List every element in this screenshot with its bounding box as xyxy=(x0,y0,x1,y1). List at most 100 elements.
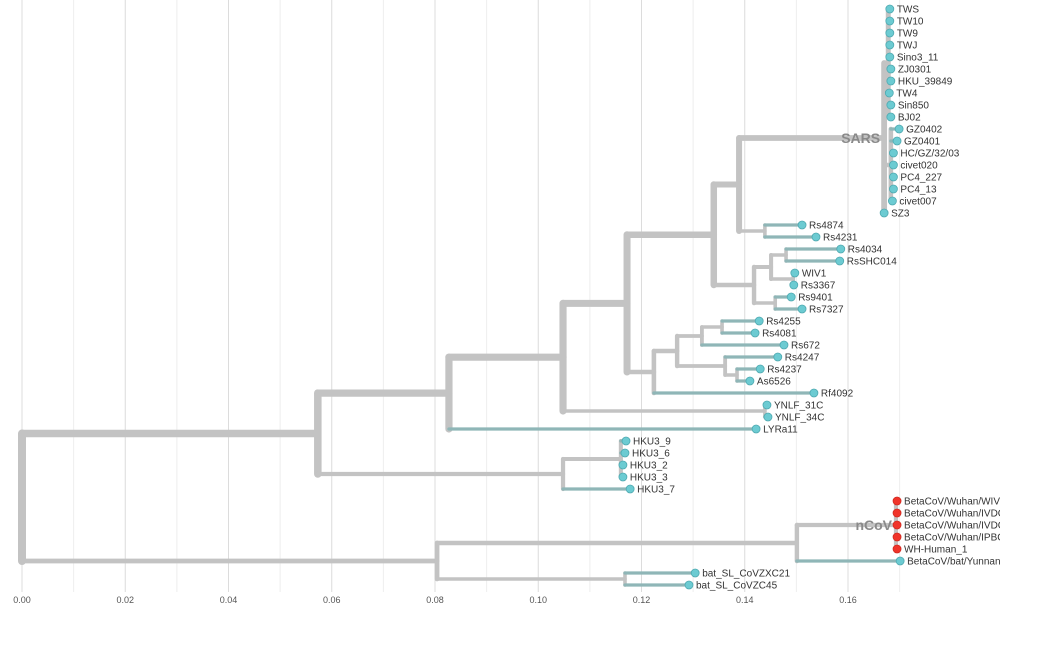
tip-node[interactable] xyxy=(885,4,895,14)
tip-node[interactable] xyxy=(811,232,821,242)
tip-node[interactable] xyxy=(886,112,896,122)
tip-label[interactable]: RsSHC014 xyxy=(847,257,897,268)
tip-node[interactable] xyxy=(618,460,628,470)
tip-label[interactable]: bat_SL_CoVZC45 xyxy=(696,581,778,592)
tip-label[interactable]: Rs4231 xyxy=(823,233,858,244)
tip-label[interactable]: TW10 xyxy=(897,17,924,28)
tip-label[interactable]: Rs4237 xyxy=(767,365,802,376)
tip-node[interactable] xyxy=(886,64,896,74)
tip-node[interactable] xyxy=(763,412,773,422)
tip-node[interactable] xyxy=(889,184,898,194)
tip-label[interactable]: HKU3_9 xyxy=(633,437,671,448)
tip-node[interactable] xyxy=(892,136,902,146)
tip-node[interactable] xyxy=(889,172,898,182)
tip-node[interactable] xyxy=(762,400,772,410)
tip-node[interactable] xyxy=(886,76,896,86)
tip-node[interactable] xyxy=(892,544,902,554)
tip-label[interactable]: Rs4081 xyxy=(762,329,797,340)
tip-label[interactable]: PC4_13 xyxy=(900,185,937,196)
tip-label[interactable]: HKU3_6 xyxy=(632,449,670,460)
tip-node[interactable] xyxy=(879,208,889,218)
tip-node[interactable] xyxy=(618,472,628,482)
tip-node[interactable] xyxy=(773,352,783,362)
tip-node[interactable] xyxy=(750,328,760,338)
tip-label[interactable]: LYRa11 xyxy=(763,425,798,436)
tip-label[interactable]: YNLF_34C xyxy=(775,413,824,424)
tip-node[interactable] xyxy=(835,256,845,266)
tip-label[interactable]: TW4 xyxy=(896,89,918,100)
tip-label[interactable]: Rs4255 xyxy=(766,317,801,328)
tip-label[interactable]: YNLF_31C xyxy=(774,401,823,412)
tip-node[interactable] xyxy=(889,160,898,170)
tip-node[interactable] xyxy=(892,520,902,530)
tip-node[interactable] xyxy=(690,568,700,578)
tip-label[interactable]: ZJ0301 xyxy=(898,65,932,76)
tip-node[interactable] xyxy=(885,40,895,50)
tip-label[interactable]: bat_SL_CoVZXC21 xyxy=(702,569,790,580)
tip-label[interactable]: Rf4092 xyxy=(821,389,854,400)
tip-label[interactable]: HKU3_3 xyxy=(630,473,668,484)
tip-node[interactable] xyxy=(755,364,765,374)
tip-node[interactable] xyxy=(887,196,897,206)
tip-node[interactable] xyxy=(885,16,895,26)
tip-node[interactable] xyxy=(779,340,789,350)
tip-node[interactable] xyxy=(625,484,635,494)
tip-node[interactable] xyxy=(754,316,764,326)
tip-label[interactable]: BJ02 xyxy=(898,113,921,124)
tip-label[interactable]: Sino3_11 xyxy=(897,53,939,64)
tip-label[interactable]: Rs4874 xyxy=(809,221,844,232)
tip-node[interactable] xyxy=(889,148,898,158)
tip-node[interactable] xyxy=(895,556,905,566)
tip-label[interactable]: WIV1 xyxy=(802,269,827,280)
tip-node[interactable] xyxy=(797,220,807,230)
tip-node[interactable] xyxy=(745,376,755,386)
tip-label[interactable]: BetaCoV/Wuhan/IVDC-HB-01 xyxy=(904,509,1037,520)
tip-label[interactable]: TW9 xyxy=(897,29,919,40)
tip-label[interactable]: Rs672 xyxy=(791,341,820,352)
tip-node[interactable] xyxy=(809,388,819,398)
tip-label[interactable]: BetaCoV/Wuhan/IVDC-HB-04 xyxy=(904,521,1037,532)
tip-label[interactable]: Sin850 xyxy=(898,101,930,112)
tip-node[interactable] xyxy=(892,532,902,542)
tip-node[interactable] xyxy=(836,244,846,254)
tip-node[interactable] xyxy=(884,88,894,98)
tip-label[interactable]: HC/GZ/32/03 xyxy=(900,149,959,160)
tip-node[interactable] xyxy=(797,304,807,314)
tip-label[interactable]: WH-Human_1 xyxy=(904,545,968,556)
tip-label[interactable]: As6526 xyxy=(757,377,791,388)
tip-node[interactable] xyxy=(621,436,631,446)
tip-label[interactable]: Rs4034 xyxy=(848,245,883,256)
tip-label[interactable]: Rs3367 xyxy=(801,281,836,292)
tip-node[interactable] xyxy=(790,268,800,278)
tip-node[interactable] xyxy=(751,424,761,434)
tip-label[interactable]: GZ0402 xyxy=(906,125,943,136)
tip-label[interactable]: TWS xyxy=(897,5,920,16)
tip-label[interactable]: HKU3_7 xyxy=(637,485,675,496)
tip-label[interactable]: BetaCoV/Wuhan/WIV04 xyxy=(904,497,1012,508)
tip-node[interactable] xyxy=(620,448,630,458)
tip-label[interactable]: Rs4247 xyxy=(785,353,820,364)
tip-label[interactable]: BetaCoV/bat/Yunnan/RaTG13 xyxy=(907,557,1041,568)
tip-label[interactable]: HKU3_2 xyxy=(630,461,668,472)
tip-label[interactable]: PC4_227 xyxy=(900,173,942,184)
tip-node[interactable] xyxy=(786,292,796,302)
tip-label[interactable]: civet007 xyxy=(899,197,937,208)
tip-label[interactable]: TWJ xyxy=(897,41,918,52)
tip-label[interactable]: Rs9401 xyxy=(798,293,833,304)
tip-node[interactable] xyxy=(894,124,904,134)
tip-node[interactable] xyxy=(885,28,895,38)
tip-label[interactable]: civet020 xyxy=(900,161,938,172)
tip-label[interactable]: BetaCoV/Wuhan/IPBCAMS-WH-01 xyxy=(904,533,1061,544)
tip-label[interactable]: HKU_39849 xyxy=(898,77,953,88)
tip-node[interactable] xyxy=(684,580,694,590)
tip-label[interactable]: Rs7327 xyxy=(809,305,844,316)
tip-node[interactable] xyxy=(789,280,799,290)
tip-node[interactable] xyxy=(892,496,902,506)
tip-node[interactable] xyxy=(886,100,896,110)
tip-node[interactable] xyxy=(885,52,895,62)
clade-label-ncov: nCoV xyxy=(855,517,892,533)
tip-label[interactable]: GZ0401 xyxy=(904,137,941,148)
tips[interactable]: TWSTW10TW9TWJSino3_11ZJ0301HKU_39849TW4S… xyxy=(618,4,1061,592)
tip-label[interactable]: SZ3 xyxy=(891,209,910,220)
tip-node[interactable] xyxy=(892,508,902,518)
